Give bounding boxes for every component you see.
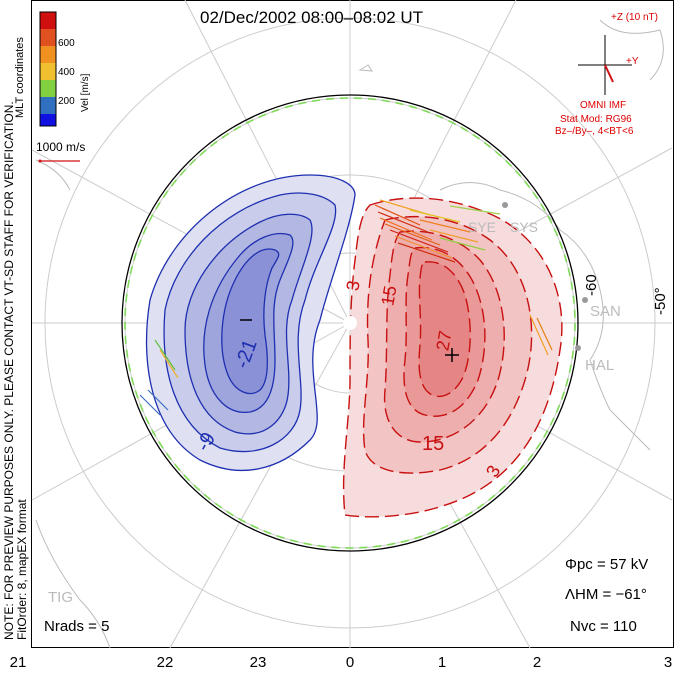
mlt-tick: 22 — [156, 654, 174, 671]
lambda-hm: ΛHM = −61° — [565, 586, 647, 603]
map-title: 02/Dec/2002 08:00–08:02 UT — [200, 8, 424, 27]
colorbar-tick-400: 400 — [58, 67, 75, 78]
imf-clock — [578, 35, 632, 95]
lat-label-50: -50° — [652, 287, 669, 315]
station-san: SAN — [590, 303, 621, 320]
station-sys: SYS — [510, 219, 538, 235]
map-frame — [31, 0, 674, 648]
mlt-tick: 0 — [345, 654, 355, 671]
mlt-tick: 2 — [532, 654, 542, 671]
lat-label-60: -60 — [583, 274, 600, 296]
station-tig: TIG — [48, 589, 73, 606]
colorbar-label: Vel [m/s] — [80, 73, 91, 112]
colorbar-tick-200: 200 — [58, 96, 75, 107]
preview-note: NOTE: FOR PREVIEW PURPOSES ONLY. PLEASE … — [2, 101, 16, 640]
station-sye: SYE — [468, 219, 496, 235]
imf-y-label: +Y — [626, 56, 639, 67]
pole-marker — [343, 316, 357, 330]
hm-boundary-outer — [121, 94, 579, 552]
n-vc: Nvc = 110 — [570, 618, 637, 635]
mlt-tick: 23 — [249, 654, 267, 671]
fit-order-note: FitOrder: 8, mapEX format — [15, 499, 29, 640]
colorbar-tick-600: 600 — [58, 38, 75, 49]
phi-pc: Φpc = 57 kV — [565, 556, 649, 573]
mlt-tick: 1 — [437, 654, 447, 671]
stat-model: Stat Mod: RG96 — [560, 114, 632, 125]
contour-label-pos-3: 27 — [432, 329, 455, 352]
contour-label-pos-1: 3 — [342, 279, 363, 292]
imf-z-label: +Z (10 nT) — [611, 12, 658, 23]
stat-condition: Bz–/By–, 4<BT<6 — [555, 126, 634, 137]
colorbar — [39, 11, 57, 127]
imf-source: OMNI IMF — [580, 100, 627, 111]
contour-label-pos-2: 15 — [377, 284, 400, 307]
station-hal: HAL — [585, 357, 614, 374]
velocity-vectors — [139, 199, 553, 416]
mlt-tick: 3 — [663, 654, 673, 671]
station-markers — [502, 202, 588, 351]
mlt-tick: 21 — [9, 654, 27, 671]
hm-boundary-green — [124, 97, 576, 549]
scale-vector-label: 1000 m/s — [36, 140, 86, 154]
n-rads: Nrads = 5 — [44, 618, 110, 635]
contour-label-pos-4: 15 — [422, 433, 444, 455]
negative-cell: -21 -9 — [145, 174, 356, 472]
positive-cell: 3 15 27 15 3 — [342, 197, 563, 518]
mlt-axis: 21 22 23 0 1 2 3 — [0, 654, 680, 674]
